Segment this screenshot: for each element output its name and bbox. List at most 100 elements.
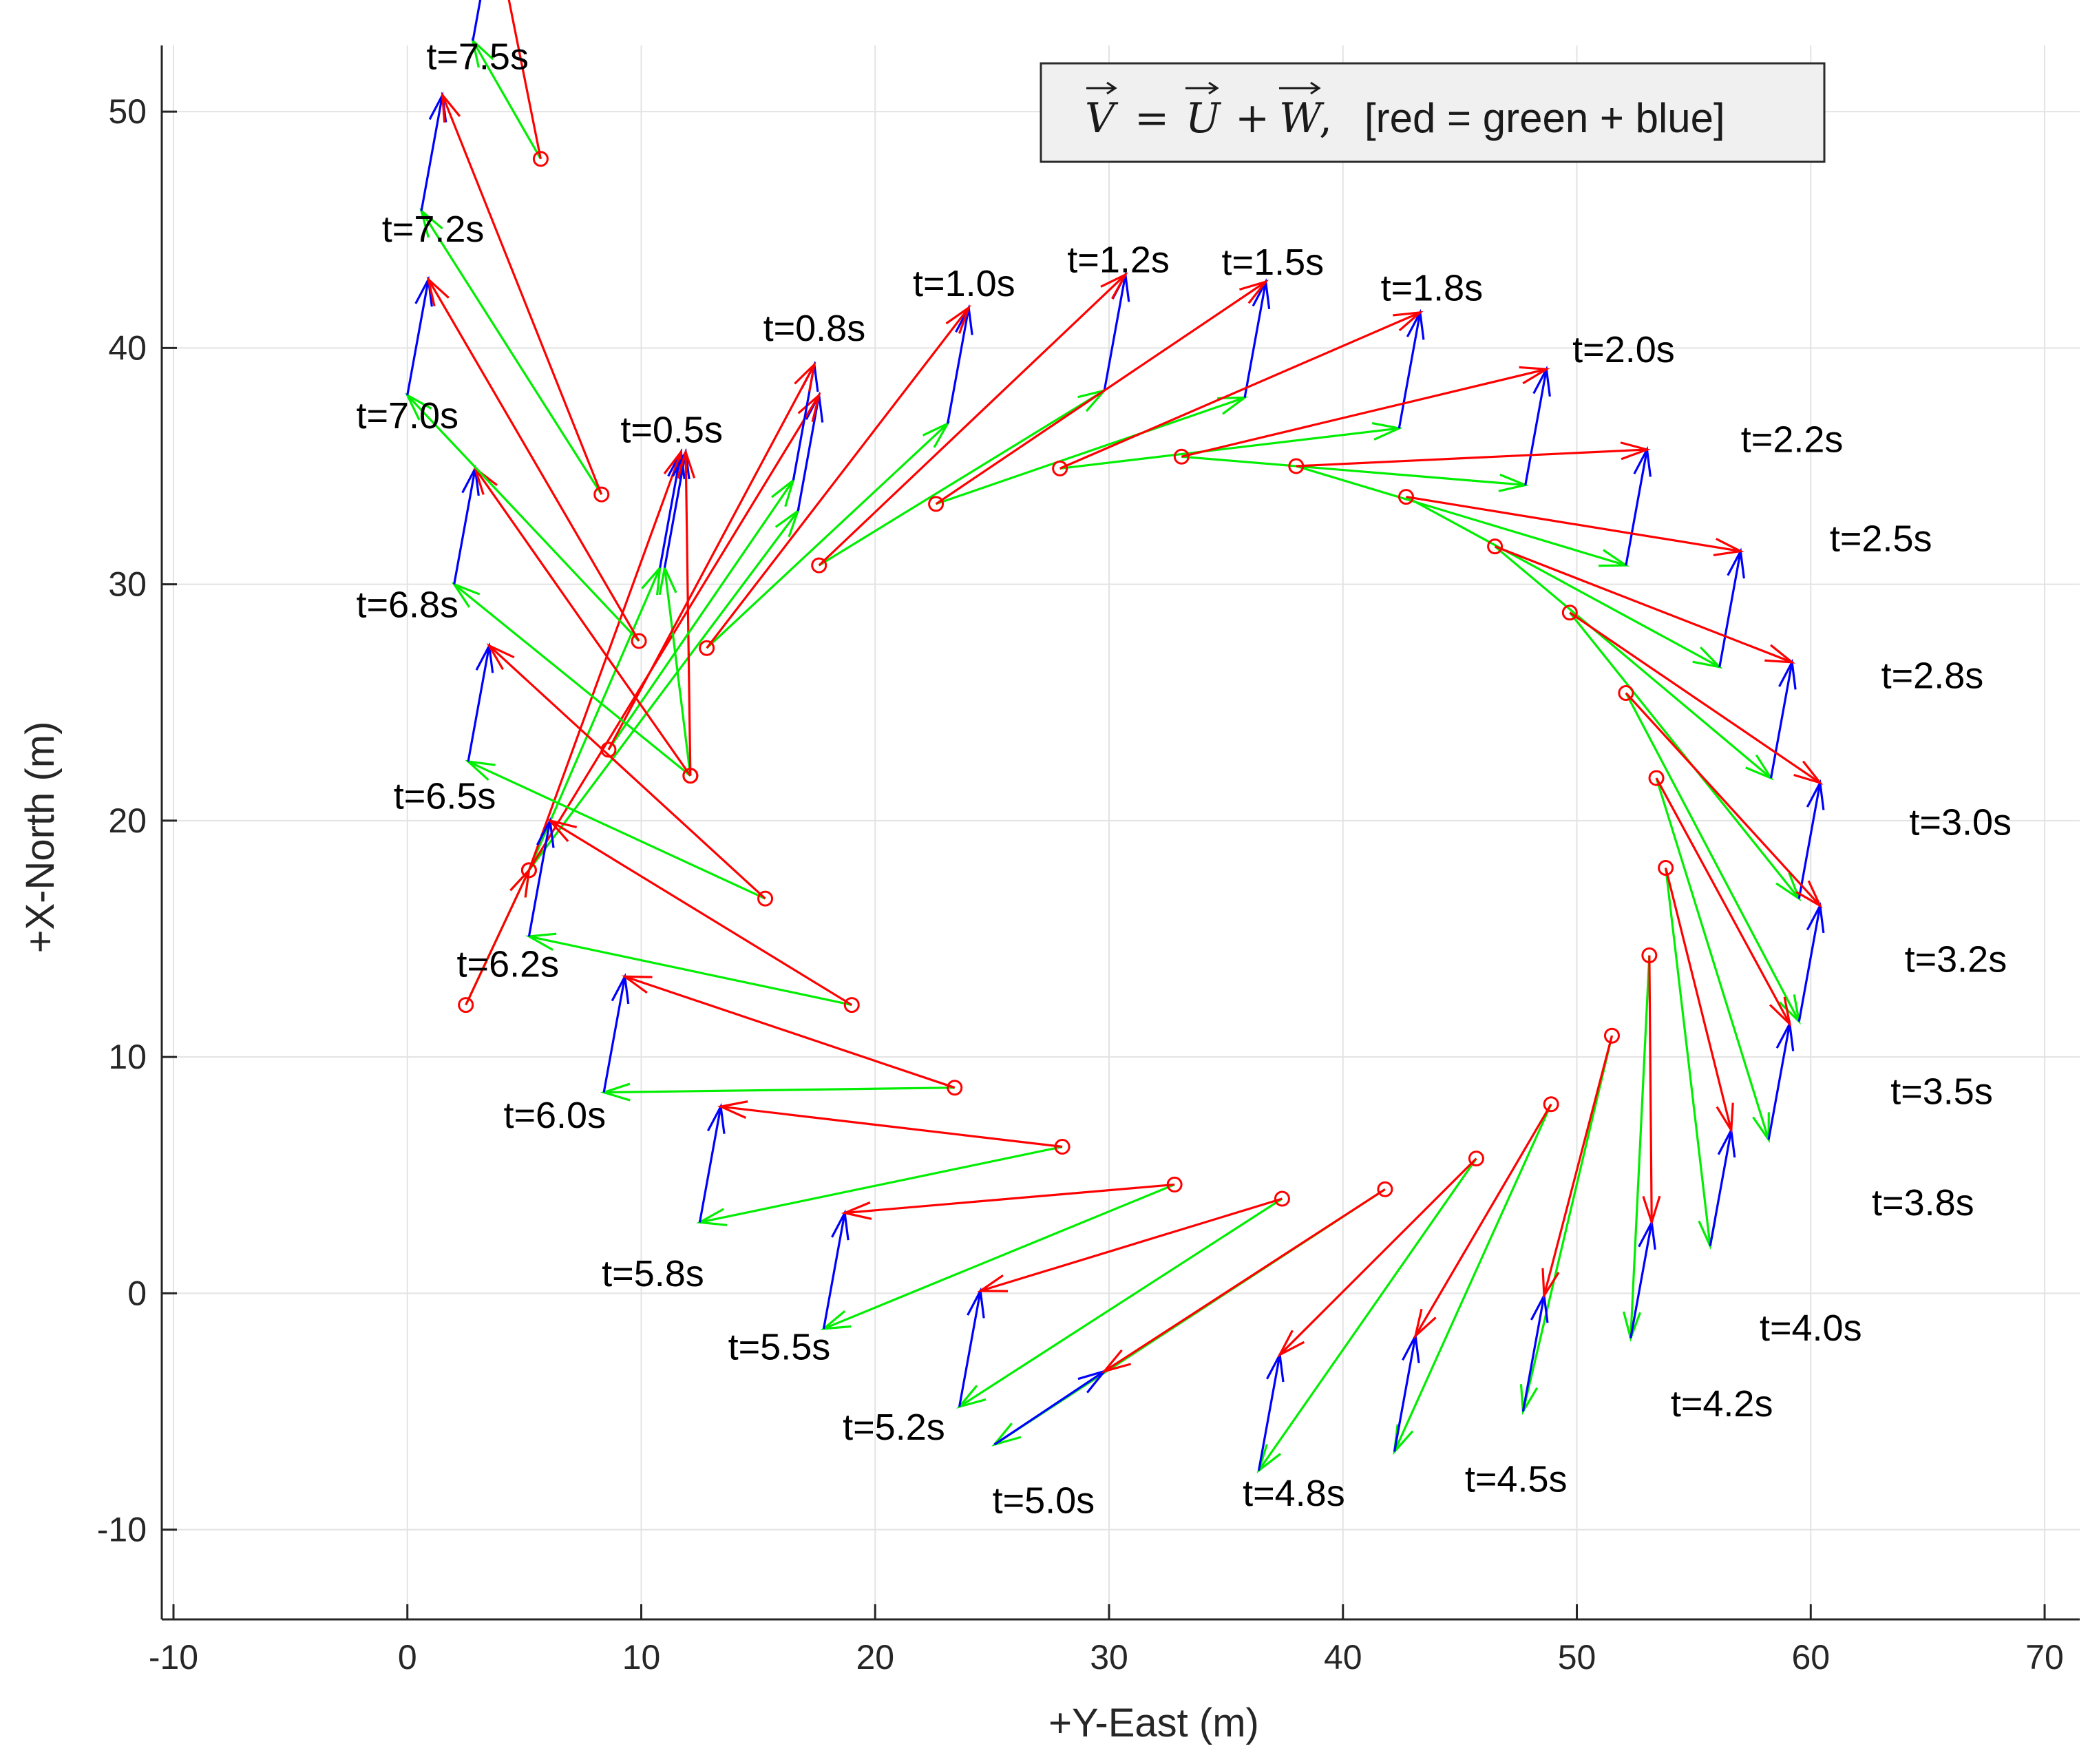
- vector-arrow-v-icon: [1086, 81, 1117, 95]
- air-velocity-vector-shaft: [1521, 1035, 1614, 1412]
- legend-equation: V = U + W ,: [1085, 81, 1332, 143]
- x-tick-label: 20: [856, 1638, 894, 1677]
- ground-velocity-vector: [507, 0, 542, 160]
- position-marker: [682, 768, 699, 784]
- wind-vector-shaft: [1797, 905, 1822, 1022]
- time-label: t=3.5s: [1890, 1071, 1993, 1113]
- ground-velocity-vector-shaft: [720, 1105, 1063, 1148]
- ground-velocity-vector: [977, 1197, 1283, 1292]
- air-velocity-vector-shaft: [1059, 427, 1400, 470]
- air-velocity-vector-shaft: [529, 935, 852, 1007]
- ground-velocity-vector-head: [1277, 1330, 1305, 1358]
- wind-vector-shaft: [1625, 449, 1649, 566]
- ground-velocity-vector-shaft: [1296, 448, 1647, 468]
- time-label: t=6.2s: [457, 943, 560, 985]
- ground-velocity-vector-shaft: [1406, 496, 1741, 553]
- y-tick-label: 30: [108, 565, 147, 604]
- air-velocity-vector-shaft: [1405, 496, 1720, 669]
- wind-vector-shaft: [467, 645, 491, 762]
- ground-velocity-vector-shaft: [465, 870, 530, 1006]
- ground-velocity-vector: [1296, 441, 1651, 468]
- time-label: t=4.2s: [1671, 1383, 1773, 1425]
- x-tick-label: 60: [1791, 1638, 1830, 1677]
- ground-velocity-vector: [1642, 955, 1661, 1226]
- position-marker: [532, 151, 549, 167]
- legend-eq-v: V: [1085, 94, 1119, 143]
- vector-arrow-w-icon: [1279, 81, 1321, 95]
- air-velocity-vector-shaft: [1393, 1104, 1552, 1452]
- ground-velocity-vector-shaft: [427, 279, 640, 642]
- time-label: t=7.2s: [382, 209, 485, 250]
- time-label: t=5.8s: [602, 1253, 704, 1294]
- ground-velocity-vector: [1665, 868, 1734, 1134]
- time-label: t=3.2s: [1905, 939, 2007, 980]
- position-marker: [593, 486, 610, 503]
- air-velocity-vector-shaft: [604, 1086, 955, 1094]
- ground-velocity-vector-shaft: [684, 452, 692, 776]
- time-label: t=5.2s: [843, 1407, 945, 1448]
- legend-eq-equals: =: [1135, 94, 1169, 143]
- time-label: t=3.0s: [1909, 801, 2012, 843]
- x-tick-label: 10: [622, 1638, 661, 1677]
- air-velocity-vector-shaft: [1258, 1157, 1477, 1471]
- position-marker: [1274, 1190, 1290, 1207]
- position-marker: [1487, 538, 1504, 555]
- position-marker: [1288, 458, 1305, 474]
- ground-velocity-vector-shaft: [935, 280, 1267, 505]
- ground-velocity-vector-head: [1541, 1268, 1560, 1299]
- air-velocity-vector-shaft: [1665, 868, 1711, 1246]
- time-label: t=4.5s: [1465, 1459, 1568, 1500]
- wind-vector-shaft: [663, 452, 687, 568]
- ground-velocity-vector-head: [621, 975, 653, 994]
- air-velocity-vector-shaft: [453, 583, 691, 777]
- time-label: t=0.8s: [763, 308, 866, 349]
- ground-velocity-vector-head: [841, 1201, 872, 1220]
- ground-velocity-vector: [818, 272, 1128, 567]
- ground-velocity-vector-shaft: [507, 0, 542, 160]
- legend-box: [1040, 62, 1826, 163]
- ground-velocity-vector-head: [1769, 996, 1792, 1027]
- position-marker: [1398, 489, 1415, 505]
- position-marker: [458, 997, 474, 1014]
- x-tick-label: 40: [1324, 1638, 1362, 1677]
- grid: [162, 45, 2080, 1619]
- plot-area: [156, 45, 2080, 1619]
- time-label: t=1.8s: [1381, 268, 1484, 309]
- position-marker: [811, 557, 827, 574]
- position-marker: [1173, 448, 1190, 465]
- ground-velocity-vector: [1655, 777, 1792, 1027]
- time-label: t=6.0s: [503, 1095, 606, 1136]
- air-velocity-vector-shaft: [607, 479, 794, 750]
- position-marker: [843, 997, 860, 1014]
- ground-velocity-vector: [1625, 692, 1823, 909]
- position-marker: [1603, 1027, 1620, 1044]
- position-marker: [1054, 1139, 1070, 1155]
- x-tick-label: 70: [2025, 1638, 2064, 1677]
- ground-velocity-vector-shaft: [528, 395, 821, 871]
- vectors: [405, 0, 1825, 1474]
- air-velocity-vector-shaft: [467, 760, 766, 900]
- ground-velocity-vector: [841, 1183, 1175, 1220]
- time-label: t=4.0s: [1760, 1308, 1862, 1349]
- air-velocity-vector-shaft: [818, 389, 1106, 567]
- wind-vector-shaft: [1257, 1354, 1281, 1471]
- wind-vector-shaft: [1524, 368, 1548, 485]
- ground-velocity-vector-head: [1642, 1195, 1661, 1226]
- position-marker: [631, 633, 647, 649]
- ground-velocity-vector-head: [486, 643, 515, 671]
- ground-velocity-vector-shaft: [1495, 545, 1793, 664]
- ground-velocity-vector-shaft: [624, 975, 956, 1089]
- position-marker: [947, 1080, 963, 1096]
- position-marker: [928, 496, 945, 512]
- ground-velocity-vector-head: [1519, 366, 1550, 385]
- wind-vector-shaft: [1769, 662, 1793, 779]
- wind-vector-shaft: [797, 395, 821, 512]
- legend-eq-w: W: [1279, 94, 1325, 143]
- air-velocity-vector-shaft: [1494, 545, 1772, 779]
- ground-velocity-vector-head: [1713, 538, 1744, 556]
- air-velocity-vector-shaft: [1629, 955, 1651, 1338]
- ground-velocity-vector-head: [1238, 280, 1269, 304]
- time-label: t=2.8s: [1881, 655, 1984, 697]
- wind-vector-shaft: [993, 1370, 1106, 1446]
- position-marker: [1543, 1096, 1559, 1113]
